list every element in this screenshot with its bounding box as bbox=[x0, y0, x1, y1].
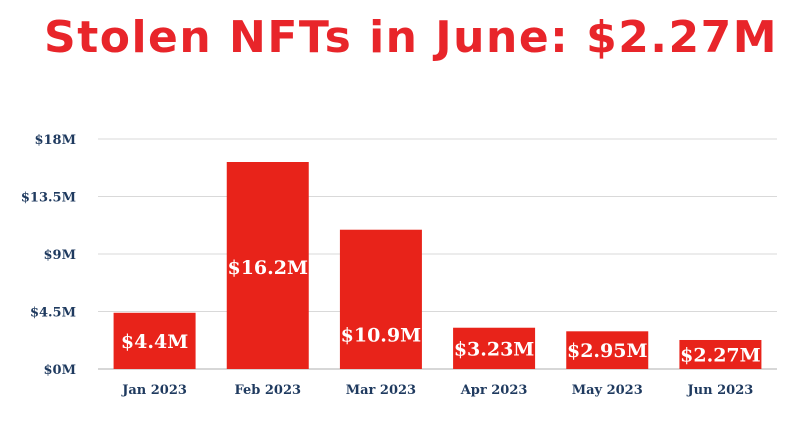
x-tick-label: Mar 2023 bbox=[346, 383, 416, 398]
y-tick-label: $4.5M bbox=[30, 306, 76, 321]
y-tick-label: $9M bbox=[44, 248, 76, 263]
x-tick-label: Apr 2023 bbox=[460, 383, 528, 398]
bar bbox=[679, 339, 762, 369]
bar-data-label: $16.2M bbox=[227, 257, 308, 279]
bar bbox=[226, 162, 309, 369]
y-axis-ticks: $0M $4.5M $9M $13.5M $18M bbox=[21, 133, 76, 378]
bar-data-label: $10.9M bbox=[341, 325, 422, 347]
y-tick-label: $0M bbox=[44, 363, 76, 378]
bar bbox=[453, 327, 536, 369]
bar bbox=[113, 312, 196, 369]
bar-data-label: $4.4M bbox=[121, 331, 188, 353]
x-axis-ticks: Jan 2023 Feb 2023 Mar 2023 Apr 2023 May 2023… bbox=[121, 383, 753, 398]
bars bbox=[113, 162, 762, 369]
bar bbox=[566, 331, 649, 369]
chart-title: Stolen NFTs in June: $2.27M bbox=[44, 12, 779, 63]
x-tick-label: May 2023 bbox=[572, 383, 643, 398]
x-tick-label: Jun 2023 bbox=[687, 383, 754, 398]
x-tick-label: Jan 2023 bbox=[121, 383, 187, 398]
gridlines bbox=[98, 138, 777, 370]
bar bbox=[339, 229, 422, 369]
bar-labels: $4.4M $16.2M $10.9M $3.23M $2.95M $2.27M bbox=[121, 257, 761, 366]
bar-data-label: $3.23M bbox=[454, 338, 535, 360]
bar-data-label: $2.95M bbox=[567, 340, 648, 362]
bar-data-label: $2.27M bbox=[680, 344, 761, 366]
y-tick-label: $13.5M bbox=[21, 191, 76, 206]
x-tick-label: Feb 2023 bbox=[234, 383, 301, 398]
y-tick-label: $18M bbox=[34, 133, 76, 148]
